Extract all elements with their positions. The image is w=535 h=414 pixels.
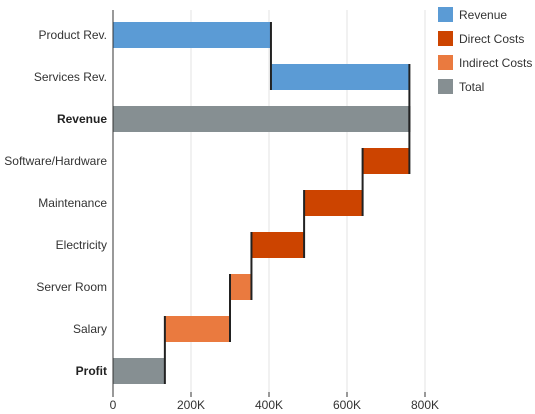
- category-label: Maintenance: [38, 196, 107, 210]
- x-tick-label: 800K: [411, 398, 439, 412]
- axes: [112, 10, 426, 397]
- legend-item-total: Total: [438, 79, 484, 94]
- bar-services-rev: [270, 64, 410, 90]
- category-label: Revenue: [57, 112, 107, 126]
- legend-label: Revenue: [459, 8, 507, 22]
- category-label: Services Rev.: [34, 70, 107, 84]
- bar-software-hardware: [362, 148, 410, 174]
- bar-profit: [113, 358, 165, 384]
- bars: [113, 22, 410, 384]
- x-tick-labels: 0 200K 400K 600K 800K: [110, 398, 439, 412]
- category-label: Salary: [73, 322, 107, 336]
- x-tick-label: 600K: [333, 398, 361, 412]
- legend-swatch: [438, 55, 453, 70]
- x-tick-label: 200K: [177, 398, 205, 412]
- legend: Revenue Direct Costs Indirect Costs Total: [438, 7, 532, 94]
- connectors: [163, 22, 411, 384]
- legend-item-revenue: Revenue: [438, 7, 507, 22]
- legend-item-direct-costs: Direct Costs: [438, 31, 524, 46]
- category-label: Product Rev.: [39, 28, 107, 42]
- bar-revenue: [113, 106, 410, 132]
- x-tick-label: 0: [110, 398, 117, 412]
- category-label: Server Room: [36, 280, 107, 294]
- x-tick-label: 400K: [255, 398, 283, 412]
- legend-swatch: [438, 79, 453, 94]
- legend-swatch: [438, 31, 453, 46]
- legend-label: Indirect Costs: [459, 56, 532, 70]
- category-label: Electricity: [56, 238, 107, 252]
- category-label: Software/Hardware: [4, 154, 107, 168]
- bar-electricity: [251, 232, 305, 258]
- bar-server-room: [230, 274, 252, 300]
- bar-salary: [164, 316, 230, 342]
- legend-swatch: [438, 7, 453, 22]
- bar-maintenance: [304, 190, 363, 216]
- legend-item-indirect-costs: Indirect Costs: [438, 55, 532, 70]
- category-label: Profit: [76, 364, 107, 378]
- category-labels: Product Rev. Services Rev. Revenue Software…: [4, 28, 107, 378]
- legend-label: Total: [459, 80, 484, 94]
- bar-product-rev: [113, 22, 271, 48]
- legend-label: Direct Costs: [459, 32, 524, 46]
